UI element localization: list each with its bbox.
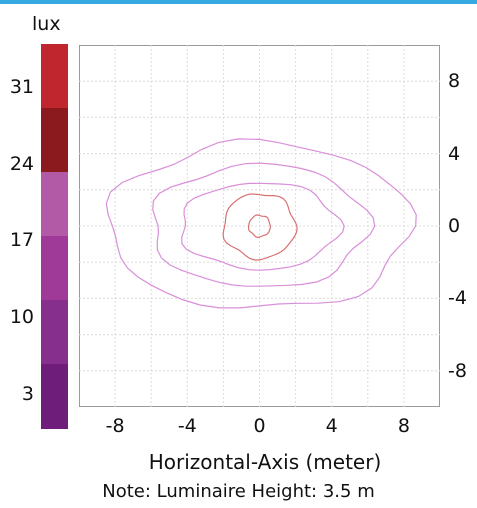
colorbar bbox=[41, 44, 68, 429]
top-accent-bar bbox=[0, 0, 477, 4]
x-tick-label: 4 bbox=[325, 415, 338, 437]
contour-line-1 bbox=[105, 138, 417, 309]
luminaire-height-note: Note: Luminaire Height: 3.5 m bbox=[102, 481, 375, 502]
x-tick-label: -8 bbox=[105, 415, 125, 437]
colorbar-segment bbox=[41, 108, 68, 173]
colorbar-tick-label: 17 bbox=[9, 229, 34, 252]
colorbar-tick-label: 3 bbox=[21, 383, 34, 406]
contour-line-3 bbox=[181, 182, 345, 271]
colorbar-segment bbox=[41, 44, 68, 109]
colorbar-segment bbox=[41, 236, 68, 301]
y-tick-label: -4 bbox=[448, 287, 467, 310]
colorbar-segment bbox=[41, 300, 68, 365]
contour-line-4 bbox=[222, 193, 298, 261]
colorbar-segment bbox=[41, 364, 68, 429]
colorbar-tick-label: 10 bbox=[9, 306, 34, 329]
colorbar-segment bbox=[41, 172, 68, 237]
colorbar-tick-label: 31 bbox=[9, 75, 34, 98]
x-tick-label: 8 bbox=[397, 415, 410, 437]
y-tick-label: -8 bbox=[448, 359, 467, 382]
colorbar-tick-label: 24 bbox=[9, 152, 34, 175]
x-axis-title: Horizontal-Axis (meter) bbox=[148, 450, 382, 474]
y-tick-label: 8 bbox=[448, 70, 461, 93]
x-tick-label: -4 bbox=[177, 415, 197, 437]
colorbar-unit-label: lux bbox=[32, 13, 61, 35]
y-tick-label: 4 bbox=[448, 142, 461, 165]
y-tick-label: 0 bbox=[448, 215, 461, 237]
contour-plot bbox=[79, 45, 440, 407]
contour-line-5 bbox=[247, 214, 271, 239]
x-tick-label: 0 bbox=[253, 415, 266, 437]
contour-line-2 bbox=[152, 162, 376, 287]
